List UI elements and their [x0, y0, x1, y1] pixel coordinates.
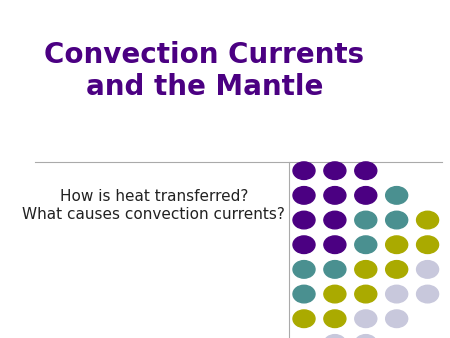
Circle shape [417, 285, 439, 303]
Circle shape [293, 261, 315, 278]
Text: How is heat transferred?
What causes convection currents?: How is heat transferred? What causes con… [22, 189, 285, 222]
Circle shape [417, 236, 439, 254]
Circle shape [386, 187, 408, 204]
Circle shape [324, 310, 346, 328]
Circle shape [355, 187, 377, 204]
Circle shape [324, 335, 346, 338]
Circle shape [386, 310, 408, 328]
Circle shape [386, 285, 408, 303]
Circle shape [355, 335, 377, 338]
Circle shape [386, 236, 408, 254]
Circle shape [324, 211, 346, 229]
Circle shape [355, 261, 377, 278]
Circle shape [355, 236, 377, 254]
Circle shape [293, 211, 315, 229]
Circle shape [417, 261, 439, 278]
Circle shape [386, 261, 408, 278]
Circle shape [355, 211, 377, 229]
Circle shape [324, 236, 346, 254]
Circle shape [324, 261, 346, 278]
Circle shape [324, 285, 346, 303]
Circle shape [417, 211, 439, 229]
Circle shape [355, 162, 377, 179]
Circle shape [386, 211, 408, 229]
Circle shape [293, 285, 315, 303]
Circle shape [324, 162, 346, 179]
Circle shape [293, 236, 315, 254]
Circle shape [293, 187, 315, 204]
Text: Convection Currents
and the Mantle: Convection Currents and the Mantle [45, 41, 365, 101]
Circle shape [355, 310, 377, 328]
Circle shape [293, 162, 315, 179]
Circle shape [293, 310, 315, 328]
Circle shape [355, 285, 377, 303]
Circle shape [324, 187, 346, 204]
